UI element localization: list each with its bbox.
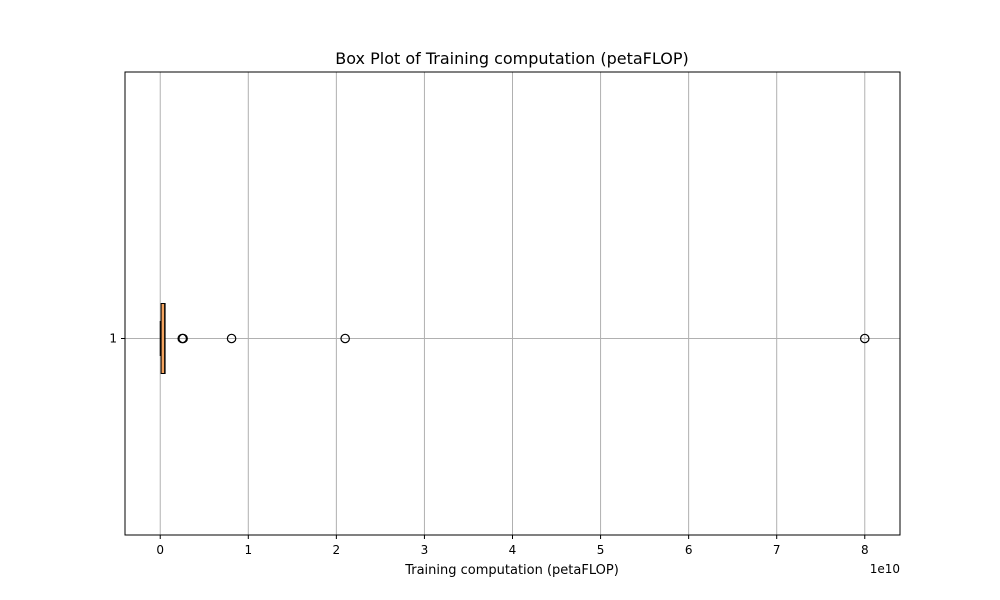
x-tick-label: 5 <box>597 543 605 557</box>
x-tick-label: 2 <box>333 543 341 557</box>
x-tick-label: 6 <box>685 543 693 557</box>
x-tick-label: 1 <box>244 543 252 557</box>
x-tick-label: 0 <box>156 543 164 557</box>
outlier-point <box>859 333 870 344</box>
outlier-point <box>226 333 237 344</box>
chart-title: Box Plot of Training computation (petaFL… <box>335 49 688 68</box>
y-tick-label: 1 <box>109 332 117 346</box>
x-tick-label: 3 <box>421 543 429 557</box>
grid-layer <box>125 72 900 535</box>
x-tick-label: 7 <box>773 543 781 557</box>
x-tick-label: 8 <box>861 543 869 557</box>
y-axis-ticks: 1 <box>109 332 125 346</box>
x-axis-label: Training computation (petaFLOP) <box>404 563 619 578</box>
x-axis-offset-label: 1e10 <box>870 562 900 576</box>
outlier-point <box>340 333 350 344</box>
x-tick-label: 4 <box>509 543 517 557</box>
outlier-point <box>178 333 188 344</box>
box-layer <box>159 303 870 374</box>
x-axis-ticks: 0 1 2 3 4 5 6 7 8 <box>156 535 869 557</box>
